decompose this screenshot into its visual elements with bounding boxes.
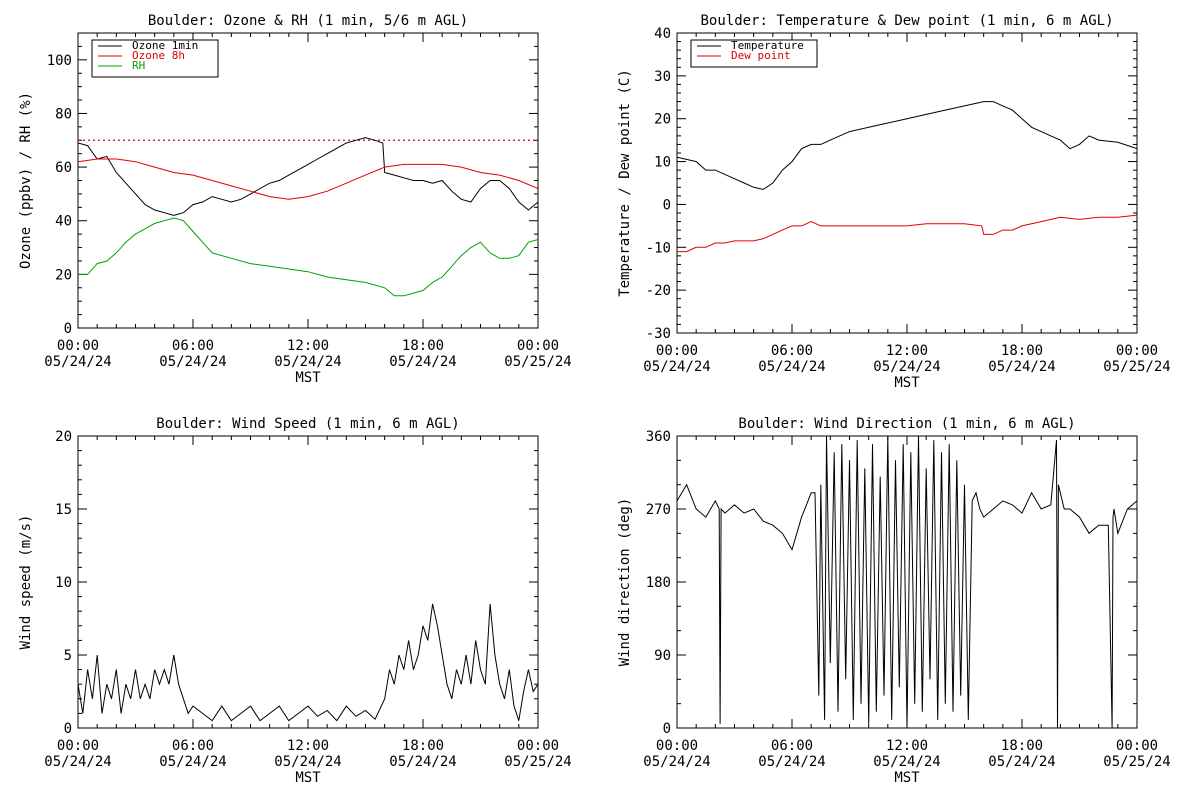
y-tick-label: 20 xyxy=(654,112,671,128)
y-tick-label: 360 xyxy=(646,429,671,445)
x-tick-label-time: 12:00 xyxy=(886,738,928,754)
x-tick-label-time: 12:00 xyxy=(287,338,329,354)
x-tick-label-time: 00:00 xyxy=(517,338,559,354)
series-line-rh xyxy=(78,217,538,297)
chart-panel-2: Boulder: Temperature & Dew point (1 min,… xyxy=(617,13,1171,391)
x-tick-label-date: 05/24/24 xyxy=(873,359,940,375)
y-tick-label: -20 xyxy=(646,283,671,299)
plot-frame xyxy=(676,32,1138,334)
y-tick-label: 40 xyxy=(654,26,671,42)
x-tick-label-time: 12:00 xyxy=(287,738,329,754)
x-tick-label-date: 05/25/24 xyxy=(504,354,571,370)
series-line-ozone-1min xyxy=(78,137,538,216)
legend-label: Temperature xyxy=(731,39,804,52)
y-axis-label: Wind speed (m/s) xyxy=(18,515,34,650)
y-tick-label: 180 xyxy=(646,575,671,591)
legend-label: RH xyxy=(132,59,145,72)
x-axis-label: MST xyxy=(894,375,920,391)
x-tick-label-date: 05/24/24 xyxy=(988,359,1055,375)
x-tick-label-date: 05/24/24 xyxy=(643,359,710,375)
x-tick-label-time: 00:00 xyxy=(1116,343,1158,359)
x-tick-label-date: 05/24/24 xyxy=(389,754,456,770)
plot-frame xyxy=(77,435,539,729)
x-tick-label-date: 05/25/24 xyxy=(1103,754,1170,770)
x-tick-label-date: 05/24/24 xyxy=(274,354,341,370)
series-line-dew-point xyxy=(677,214,1137,253)
y-axis-label: Temperature / Dew point (C) xyxy=(617,69,633,297)
x-axis-label: MST xyxy=(894,770,920,786)
x-tick-label-time: 18:00 xyxy=(1001,738,1043,754)
chart-panel-4: Boulder: Wind Direction (1 min, 6 m AGL)… xyxy=(617,416,1171,786)
y-tick-label: 30 xyxy=(654,69,671,85)
x-axis-label: MST xyxy=(295,370,321,386)
x-tick-label-time: 06:00 xyxy=(172,738,214,754)
x-tick-label-time: 00:00 xyxy=(57,338,99,354)
series-line-temperature xyxy=(677,101,1137,190)
y-tick-label: 5 xyxy=(64,648,72,664)
chart-title: Boulder: Temperature & Dew point (1 min,… xyxy=(700,13,1113,29)
x-tick-label-date: 05/24/24 xyxy=(274,754,341,770)
x-tick-label-date: 05/24/24 xyxy=(988,754,1055,770)
chart-title: Boulder: Ozone & RH (1 min, 5/6 m AGL) xyxy=(148,13,468,29)
x-tick-label-time: 00:00 xyxy=(656,738,698,754)
x-tick-label-date: 05/24/24 xyxy=(389,354,456,370)
y-tick-label: 20 xyxy=(55,267,72,283)
y-tick-label: 40 xyxy=(55,214,72,230)
y-tick-label: 15 xyxy=(55,502,72,518)
y-tick-label: 0 xyxy=(64,321,72,337)
x-tick-label-time: 18:00 xyxy=(1001,343,1043,359)
x-tick-label-time: 00:00 xyxy=(1116,738,1158,754)
chart-title: Boulder: Wind Direction (1 min, 6 m AGL) xyxy=(738,416,1075,432)
x-tick-label-time: 18:00 xyxy=(402,338,444,354)
y-tick-label: 90 xyxy=(654,648,671,664)
x-tick-label-time: 00:00 xyxy=(517,738,559,754)
y-tick-label: 100 xyxy=(47,53,72,69)
y-tick-label: 270 xyxy=(646,502,671,518)
x-tick-label-date: 05/24/24 xyxy=(44,754,111,770)
legend-label: Ozone 1min xyxy=(132,39,198,52)
x-tick-label-time: 06:00 xyxy=(771,343,813,359)
y-axis-label: Wind direction (deg) xyxy=(617,498,633,667)
x-tick-label-date: 05/24/24 xyxy=(758,754,825,770)
x-tick-label-time: 06:00 xyxy=(172,338,214,354)
y-tick-label: 0 xyxy=(64,721,72,737)
plot-frame xyxy=(676,435,1138,729)
legend-label: Ozone 8h xyxy=(132,49,185,62)
chart-panel-3: Boulder: Wind Speed (1 min, 6 m AGL) 0 5 10… xyxy=(18,416,572,786)
y-tick-label: -30 xyxy=(646,326,671,342)
x-tick-label-date: 05/24/24 xyxy=(643,754,710,770)
x-tick-label-time: 06:00 xyxy=(771,738,813,754)
y-tick-label: -10 xyxy=(646,240,671,256)
y-tick-label: 10 xyxy=(55,575,72,591)
y-tick-label: 10 xyxy=(654,155,671,171)
y-tick-label: 0 xyxy=(663,721,671,737)
series-line-data xyxy=(677,436,1137,728)
x-tick-label-date: 05/24/24 xyxy=(873,754,940,770)
x-tick-label-date: 05/25/24 xyxy=(504,754,571,770)
chart-panel-1: Boulder: Ozone & RH (1 min, 5/6 m AGL) 0 2… xyxy=(18,13,572,386)
x-tick-label-time: 00:00 xyxy=(656,343,698,359)
series-line-ozone-8h xyxy=(78,158,538,200)
legend-box xyxy=(690,39,818,68)
y-tick-label: 0 xyxy=(663,197,671,213)
y-tick-label: 60 xyxy=(55,160,72,176)
y-axis-label: Ozone (ppbv) / RH (%) xyxy=(18,92,34,269)
x-tick-label-date: 05/24/24 xyxy=(159,354,226,370)
y-tick-label: 80 xyxy=(55,106,72,122)
x-tick-label-time: 18:00 xyxy=(402,738,444,754)
x-tick-label-date: 05/24/24 xyxy=(44,354,111,370)
x-axis-label: MST xyxy=(295,770,321,786)
legend-label: Dew point xyxy=(731,49,791,62)
x-tick-label-date: 05/24/24 xyxy=(159,754,226,770)
y-tick-label: 20 xyxy=(55,429,72,445)
x-tick-label-date: 05/25/24 xyxy=(1103,359,1170,375)
series-line-data xyxy=(78,603,538,722)
x-tick-label-date: 05/24/24 xyxy=(758,359,825,375)
x-tick-label-time: 12:00 xyxy=(886,343,928,359)
chart-title: Boulder: Wind Speed (1 min, 6 m AGL) xyxy=(156,416,459,432)
x-tick-label-time: 00:00 xyxy=(57,738,99,754)
